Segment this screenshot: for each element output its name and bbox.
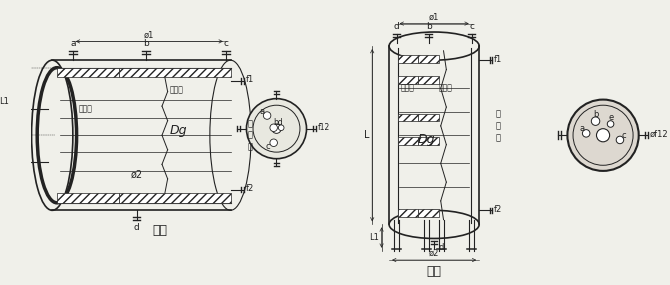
Text: 立式: 立式: [427, 265, 442, 278]
Bar: [418, 114, 439, 121]
Text: c: c: [621, 131, 626, 140]
Text: d: d: [439, 243, 444, 252]
Text: ø1: ø1: [144, 30, 155, 40]
Circle shape: [596, 129, 610, 142]
Circle shape: [247, 99, 306, 159]
Bar: [397, 56, 418, 63]
Text: L1: L1: [0, 97, 9, 106]
Text: L: L: [364, 130, 369, 140]
Bar: [397, 209, 418, 217]
Bar: [418, 76, 439, 84]
Text: 内加强: 内加强: [401, 84, 414, 93]
Text: a: a: [70, 39, 76, 48]
Text: d: d: [134, 223, 139, 231]
Bar: [418, 209, 439, 217]
Circle shape: [270, 139, 277, 146]
Text: f2: f2: [245, 184, 254, 193]
Text: øf12: øf12: [650, 130, 669, 139]
Text: d: d: [394, 22, 399, 31]
Text: 挂式: 挂式: [153, 225, 168, 237]
Text: f2: f2: [494, 205, 502, 214]
Circle shape: [616, 136, 624, 144]
Bar: [397, 114, 418, 121]
Circle shape: [270, 124, 277, 131]
Text: 液
位
管: 液 位 管: [496, 109, 501, 142]
Text: f1: f1: [245, 75, 254, 84]
Text: ø2: ø2: [429, 249, 440, 258]
Text: ø1: ø1: [429, 13, 440, 22]
Text: a: a: [580, 124, 585, 133]
Text: c: c: [223, 39, 228, 48]
Text: Dg: Dg: [417, 133, 435, 146]
Circle shape: [582, 130, 590, 137]
Circle shape: [278, 125, 284, 131]
Text: bd: bd: [273, 118, 283, 127]
Bar: [397, 137, 418, 144]
Text: f12: f12: [318, 123, 330, 132]
Text: 外加强: 外加强: [439, 84, 453, 93]
Text: 外抱圈: 外抱圈: [170, 86, 184, 95]
Circle shape: [272, 124, 281, 133]
Text: f1: f1: [494, 55, 502, 64]
Circle shape: [607, 121, 614, 127]
Circle shape: [263, 112, 271, 119]
Circle shape: [592, 117, 600, 125]
Text: c: c: [266, 142, 271, 151]
Bar: [418, 137, 439, 144]
Text: b: b: [593, 110, 598, 119]
Bar: [119, 68, 230, 77]
Bar: [418, 56, 439, 63]
Bar: [57, 194, 119, 203]
Text: b: b: [425, 22, 431, 31]
Bar: [397, 76, 418, 84]
Text: c: c: [469, 22, 474, 31]
Bar: [57, 68, 119, 77]
Text: L1: L1: [369, 233, 379, 242]
Text: b: b: [143, 39, 149, 48]
Circle shape: [567, 99, 639, 171]
Text: e: e: [609, 113, 614, 122]
Text: a: a: [260, 107, 265, 116]
Bar: [119, 194, 230, 203]
Text: Dg: Dg: [170, 124, 187, 137]
Text: 内加强: 内加强: [78, 105, 92, 113]
Text: 液
位
管: 液 位 管: [247, 119, 253, 152]
Text: ø2: ø2: [131, 170, 143, 180]
